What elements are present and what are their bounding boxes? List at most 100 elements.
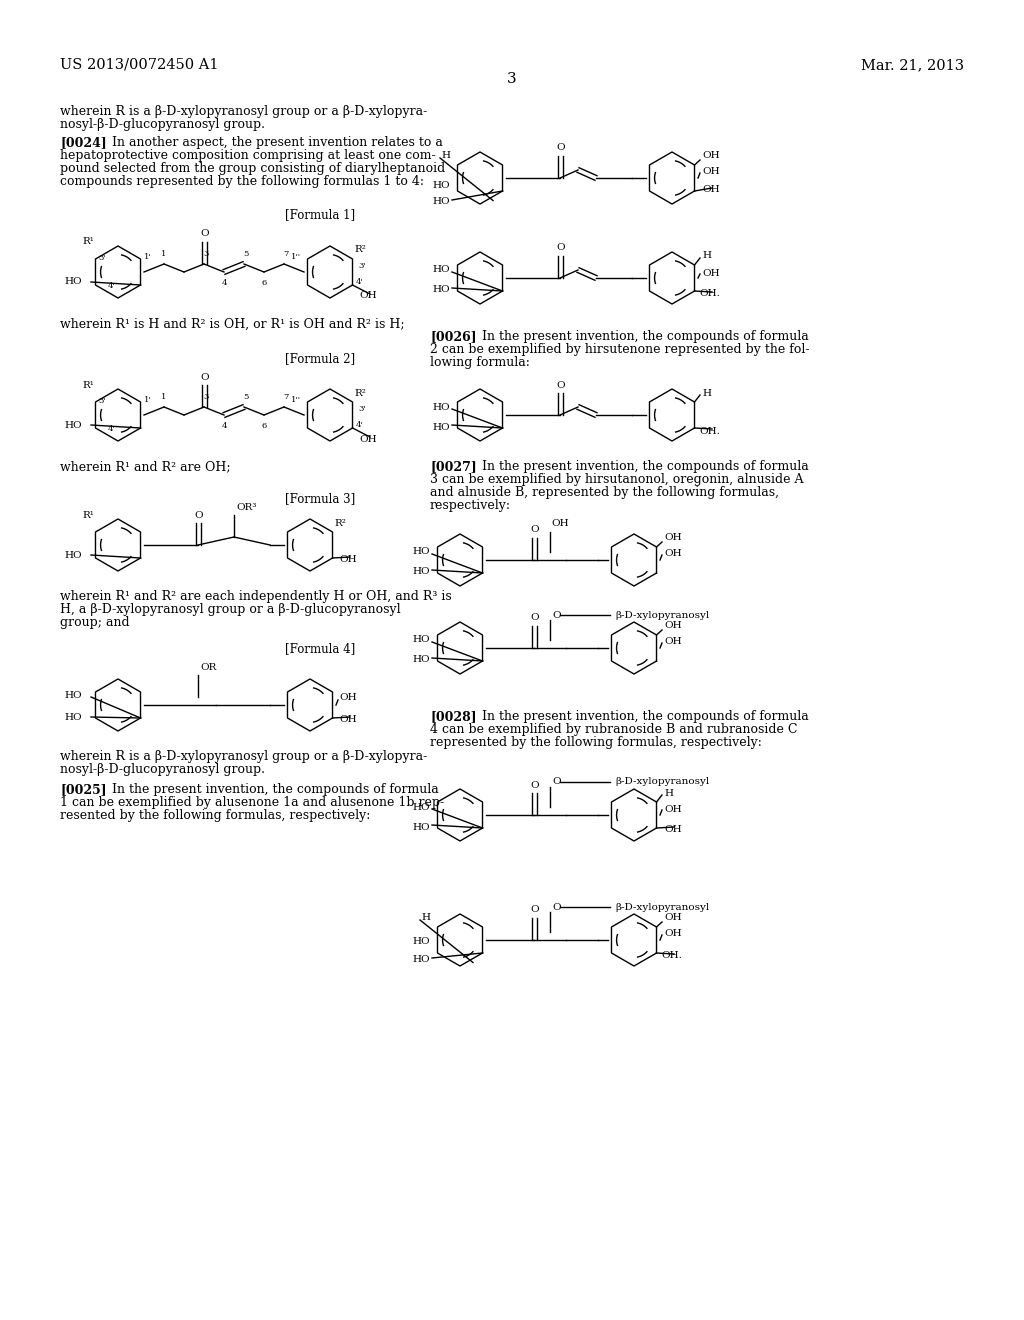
- Text: OH: OH: [664, 929, 682, 939]
- Text: OH.: OH.: [662, 952, 682, 961]
- Text: OH: OH: [702, 152, 720, 161]
- Text: nosyl-β-D-glucopyranosyl group.: nosyl-β-D-glucopyranosyl group.: [60, 117, 265, 131]
- Text: 4': 4': [356, 279, 364, 286]
- Text: wherein R¹ is H and R² is OH, or R¹ is OH and R² is H;: wherein R¹ is H and R² is OH, or R¹ is O…: [60, 318, 404, 331]
- Text: 2 can be exemplified by hirsutenone represented by the fol-: 2 can be exemplified by hirsutenone repr…: [430, 343, 810, 356]
- Text: wherein R is a β-D-xylopyranosyl group or a β-D-xylopyra-: wherein R is a β-D-xylopyranosyl group o…: [60, 106, 427, 117]
- Text: respectively:: respectively:: [430, 499, 511, 512]
- Text: β-D-xylopyranosyl: β-D-xylopyranosyl: [615, 903, 710, 912]
- Text: OH: OH: [664, 913, 682, 923]
- Text: US 2013/0072450 A1: US 2013/0072450 A1: [60, 58, 218, 73]
- Text: OH: OH: [702, 269, 720, 279]
- Text: β-D-xylopyranosyl: β-D-xylopyranosyl: [615, 777, 710, 787]
- Text: compounds represented by the following formulas 1 to 4:: compounds represented by the following f…: [60, 176, 424, 187]
- Text: OH: OH: [551, 520, 568, 528]
- Text: hepatoprotective composition comprising at least one com-: hepatoprotective composition comprising …: [60, 149, 435, 162]
- Text: represented by the following formulas, respectively:: represented by the following formulas, r…: [430, 737, 762, 748]
- Text: 5: 5: [244, 393, 249, 401]
- Text: H: H: [664, 788, 673, 797]
- Text: pound selected from the group consisting of diarylheptanoid: pound selected from the group consisting…: [60, 162, 445, 176]
- Text: O: O: [530, 780, 540, 789]
- Text: OH: OH: [359, 292, 377, 301]
- Text: HO: HO: [413, 548, 430, 557]
- Text: HO: HO: [413, 822, 430, 832]
- Text: OH.: OH.: [699, 426, 720, 436]
- Text: OH: OH: [702, 186, 720, 194]
- Text: R²: R²: [334, 519, 346, 528]
- Text: O: O: [557, 144, 565, 153]
- Text: HO: HO: [413, 635, 430, 644]
- Text: O: O: [552, 610, 560, 619]
- Text: 1: 1: [162, 249, 167, 257]
- Text: In the present invention, the compounds of formula: In the present invention, the compounds …: [112, 783, 438, 796]
- Text: OH: OH: [664, 638, 682, 647]
- Text: OH: OH: [664, 549, 682, 558]
- Text: In the present invention, the compounds of formula: In the present invention, the compounds …: [482, 710, 809, 723]
- Text: [Formula 1]: [Formula 1]: [285, 209, 355, 220]
- Text: O: O: [552, 903, 560, 912]
- Text: [0024]: [0024]: [60, 136, 106, 149]
- Text: O: O: [552, 777, 560, 787]
- Text: H: H: [441, 152, 450, 161]
- Text: OR³: OR³: [236, 503, 256, 511]
- Text: wherein R¹ and R² are each independently H or OH, and R³ is: wherein R¹ and R² are each independently…: [60, 590, 452, 603]
- Text: HO: HO: [65, 713, 82, 722]
- Text: OH: OH: [664, 533, 682, 543]
- Text: OR: OR: [200, 663, 216, 672]
- Text: HO: HO: [413, 937, 430, 946]
- Text: In the present invention, the compounds of formula: In the present invention, the compounds …: [482, 459, 809, 473]
- Text: [0028]: [0028]: [430, 710, 476, 723]
- Text: O: O: [530, 906, 540, 915]
- Text: HO: HO: [65, 277, 82, 286]
- Text: 1': 1': [144, 253, 152, 261]
- Text: HO: HO: [432, 181, 450, 190]
- Text: 6: 6: [261, 279, 266, 286]
- Text: wherein R¹ and R² are OH;: wherein R¹ and R² are OH;: [60, 459, 230, 473]
- Text: In another aspect, the present invention relates to a: In another aspect, the present invention…: [112, 136, 442, 149]
- Text: O: O: [557, 243, 565, 252]
- Text: OH.: OH.: [699, 289, 720, 298]
- Text: 4': 4': [356, 421, 364, 429]
- Text: [Formula 3]: [Formula 3]: [285, 492, 355, 506]
- Text: 3: 3: [204, 393, 209, 401]
- Text: 6: 6: [261, 422, 266, 430]
- Text: 4: 4: [221, 279, 226, 286]
- Text: R¹: R¹: [82, 380, 94, 389]
- Text: HO: HO: [413, 956, 430, 965]
- Text: 1: 1: [162, 393, 167, 401]
- Text: O: O: [201, 372, 209, 381]
- Text: OH: OH: [339, 714, 356, 723]
- Text: H: H: [702, 252, 711, 260]
- Text: β-D-xylopyranosyl: β-D-xylopyranosyl: [615, 610, 710, 619]
- Text: [0027]: [0027]: [430, 459, 477, 473]
- Text: 1': 1': [144, 396, 152, 404]
- Text: OH: OH: [664, 825, 682, 833]
- Text: HO: HO: [65, 690, 82, 700]
- Text: 3 can be exemplified by hirsutanonol, oregonin, alnuside A: 3 can be exemplified by hirsutanonol, or…: [430, 473, 804, 486]
- Text: 1 can be exemplified by alusenone 1a and alusenone 1b rep-: 1 can be exemplified by alusenone 1a and…: [60, 796, 444, 809]
- Text: [Formula 2]: [Formula 2]: [285, 352, 355, 366]
- Text: HO: HO: [432, 422, 450, 432]
- Text: [0026]: [0026]: [430, 330, 476, 343]
- Text: In the present invention, the compounds of formula: In the present invention, the compounds …: [482, 330, 809, 343]
- Text: HO: HO: [432, 403, 450, 412]
- Text: 3': 3': [98, 253, 105, 261]
- Text: HO: HO: [65, 421, 82, 429]
- Text: 3: 3: [507, 73, 517, 86]
- Text: H: H: [421, 913, 430, 923]
- Text: lowing formula:: lowing formula:: [430, 356, 529, 370]
- Text: 3': 3': [98, 397, 105, 405]
- Text: group; and: group; and: [60, 616, 130, 630]
- Text: 3: 3: [204, 249, 209, 257]
- Text: HO: HO: [413, 803, 430, 812]
- Text: 4 can be exemplified by rubranoside B and rubranoside C: 4 can be exemplified by rubranoside B an…: [430, 723, 798, 737]
- Text: OH: OH: [339, 693, 356, 701]
- Text: 4: 4: [221, 422, 226, 430]
- Text: 3': 3': [358, 261, 366, 271]
- Text: 5: 5: [244, 249, 249, 257]
- Text: HO: HO: [432, 265, 450, 275]
- Text: HO: HO: [65, 550, 82, 560]
- Text: 4': 4': [109, 282, 116, 290]
- Text: H: H: [702, 388, 711, 397]
- Text: H, a β-D-xylopyranosyl group or a β-D-glucopyranosyl: H, a β-D-xylopyranosyl group or a β-D-gl…: [60, 603, 400, 616]
